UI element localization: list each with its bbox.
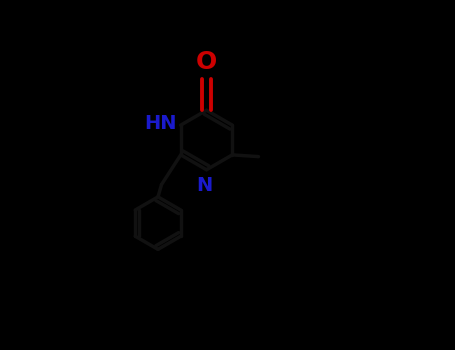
Text: N: N [197,176,213,195]
Text: O: O [196,50,217,74]
Text: HN: HN [145,114,177,133]
